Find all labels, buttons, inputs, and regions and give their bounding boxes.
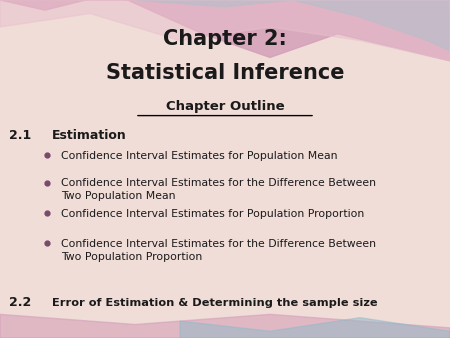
Text: Confidence Interval Estimates for Population Proportion: Confidence Interval Estimates for Popula…	[61, 209, 364, 219]
Text: Error of Estimation & Determining the sample size: Error of Estimation & Determining the sa…	[52, 297, 378, 308]
Polygon shape	[0, 0, 450, 61]
Polygon shape	[0, 0, 450, 61]
Text: Estimation: Estimation	[52, 129, 126, 142]
Text: 2.2: 2.2	[9, 296, 31, 309]
Text: Confidence Interval Estimates for the Difference Between
Two Population Proporti: Confidence Interval Estimates for the Di…	[61, 239, 376, 262]
Text: Chapter 2:: Chapter 2:	[163, 29, 287, 49]
Polygon shape	[135, 0, 450, 51]
Text: Confidence Interval Estimates for the Difference Between
Two Population Mean: Confidence Interval Estimates for the Di…	[61, 178, 376, 201]
Text: Chapter Outline: Chapter Outline	[166, 100, 284, 113]
Polygon shape	[180, 318, 450, 338]
Text: Statistical Inference: Statistical Inference	[106, 63, 344, 83]
Text: 2.1: 2.1	[9, 129, 31, 142]
Text: Confidence Interval Estimates for Population Mean: Confidence Interval Estimates for Popula…	[61, 151, 337, 161]
Polygon shape	[0, 314, 450, 338]
